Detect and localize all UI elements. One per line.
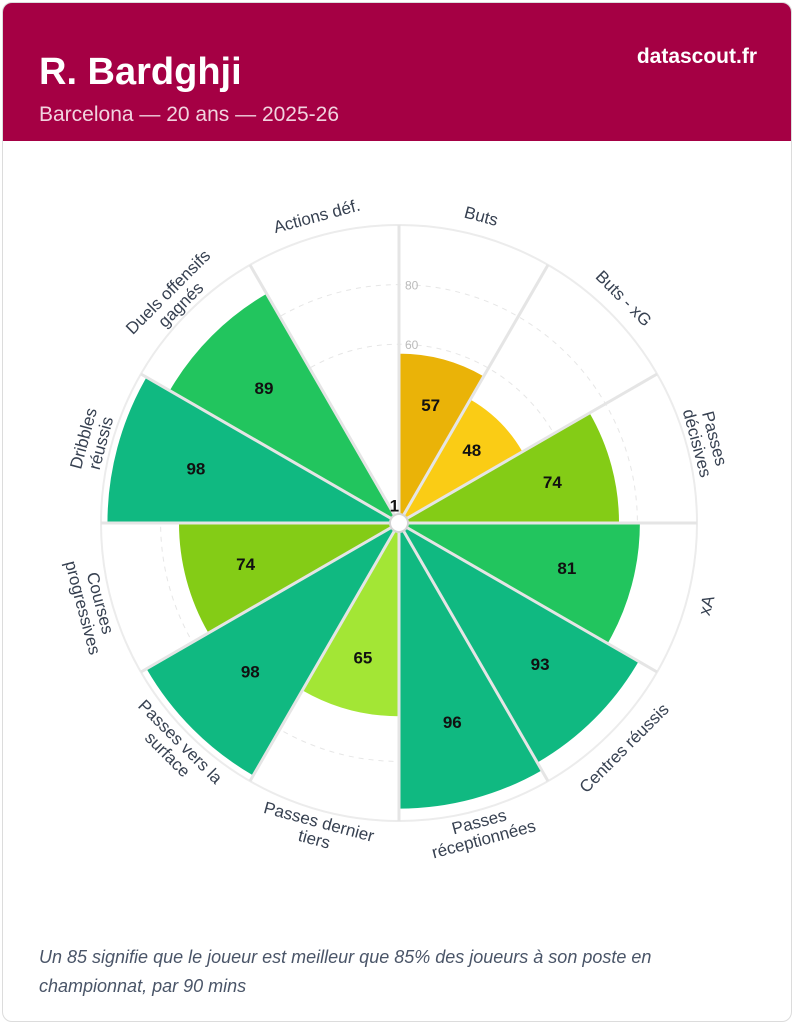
value-label-9: 98 bbox=[186, 460, 205, 479]
value-label-2: 74 bbox=[543, 473, 562, 492]
bar-8 bbox=[177, 522, 401, 634]
value-label-3: 81 bbox=[557, 559, 576, 578]
spoke-2 bbox=[398, 372, 658, 525]
value-label-4: 93 bbox=[531, 655, 550, 674]
spoke-5 bbox=[397, 522, 550, 782]
value-label-10: 89 bbox=[255, 379, 274, 398]
header-banner: R. Bardghji Barcelona — 20 ans — 2025-26… bbox=[3, 3, 791, 141]
bar-5 bbox=[398, 521, 543, 810]
axis-label-line: xA bbox=[695, 593, 719, 618]
value-label-6: 65 bbox=[353, 649, 372, 668]
value-label-5: 96 bbox=[443, 713, 462, 732]
bar-3 bbox=[397, 522, 641, 645]
spoke-8 bbox=[140, 521, 400, 674]
value-label-0: 57 bbox=[421, 396, 440, 415]
bar-0 bbox=[398, 352, 485, 525]
bar-10 bbox=[168, 292, 401, 525]
brand-link[interactable]: datascout.fr bbox=[636, 45, 757, 68]
grid-label-60: 60 bbox=[405, 338, 419, 352]
axis-label-3: xA bbox=[695, 593, 719, 618]
spoke-4 bbox=[398, 521, 658, 674]
spoke-11 bbox=[248, 264, 401, 524]
spoke-10 bbox=[140, 372, 400, 525]
center-hub bbox=[389, 513, 409, 533]
spoke-1 bbox=[397, 264, 550, 524]
value-label-11: 1 bbox=[390, 497, 399, 516]
bar-7 bbox=[145, 521, 401, 777]
player-subtitle: Barcelona — 20 ans — 2025-26 bbox=[39, 103, 340, 126]
value-label-8: 74 bbox=[236, 555, 255, 574]
value-label-7: 98 bbox=[241, 663, 260, 682]
bar-4 bbox=[397, 521, 640, 764]
bar-2 bbox=[397, 412, 621, 524]
bar-6 bbox=[301, 521, 400, 718]
grid-label-80: 80 bbox=[405, 279, 419, 293]
value-label-1: 48 bbox=[462, 441, 481, 460]
spoke-7 bbox=[248, 522, 401, 782]
bar-9 bbox=[106, 376, 401, 524]
player-name: R. Bardghji bbox=[39, 51, 242, 93]
axis-label-0: Buts bbox=[462, 203, 500, 230]
footnote: Un 85 signifie que le joueur est meilleu… bbox=[39, 947, 652, 996]
axis-label-line: Buts bbox=[462, 203, 500, 230]
